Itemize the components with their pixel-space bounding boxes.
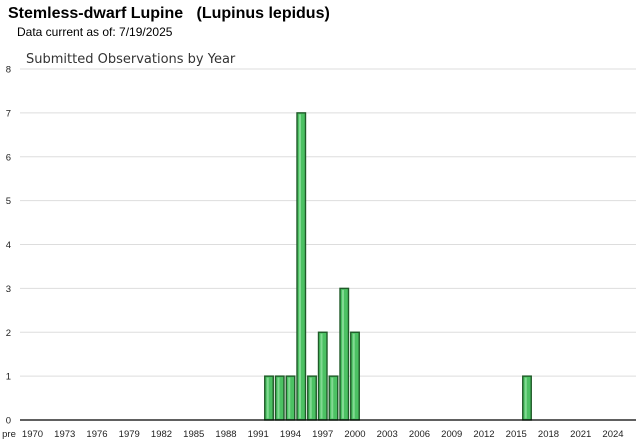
bar-body — [285, 375, 296, 421]
x-tick-label: 1988 — [215, 429, 236, 440]
bar-body — [317, 331, 328, 421]
bar-1995 — [296, 112, 307, 421]
bar-body — [274, 375, 285, 421]
y-tick-label: 7 — [6, 108, 11, 119]
x-tick-label: 1979 — [119, 429, 140, 440]
x-tick-label: 2006 — [409, 429, 430, 440]
bar-body — [264, 375, 274, 421]
bar-highlight — [352, 333, 355, 419]
bar-2000 — [350, 331, 360, 421]
bar-1999 — [339, 287, 350, 421]
bar-highlight — [320, 333, 323, 419]
x-tick-label: 2015 — [506, 429, 527, 440]
bar-highlight — [288, 377, 291, 419]
bar-highlight — [299, 114, 301, 419]
x-tick-label: 1991 — [248, 429, 269, 440]
bar-1992 — [264, 375, 274, 421]
bar-1993 — [274, 375, 285, 421]
bar-highlight — [309, 377, 312, 419]
bar-2016 — [522, 375, 532, 421]
x-tick-label: 1994 — [280, 429, 301, 440]
gridlines — [20, 68, 636, 377]
bar-body — [328, 375, 339, 421]
x-tick-label: pre — [2, 429, 16, 440]
bars — [264, 112, 532, 421]
bar-1998 — [328, 375, 339, 421]
x-tick-label: 2003 — [377, 429, 398, 440]
bar-body — [307, 375, 317, 421]
bar-highlight — [342, 289, 344, 419]
y-tick-label: 1 — [6, 372, 11, 383]
y-tick-label: 6 — [6, 152, 11, 163]
bar-body — [350, 331, 360, 421]
y-tick-label: 3 — [6, 284, 11, 295]
x-tick-label: 1982 — [151, 429, 172, 440]
bar-highlight — [266, 377, 269, 419]
x-tick-label: 1973 — [54, 429, 75, 440]
bar-highlight — [524, 377, 527, 419]
y-tick-label: 4 — [6, 240, 11, 251]
data-current-label: Data current as of: 7/19/2025 — [17, 25, 173, 39]
y-tick-label: 8 — [6, 65, 11, 76]
x-tick-label: 2009 — [441, 429, 462, 440]
bar-body — [339, 287, 350, 421]
bar-body — [522, 375, 532, 421]
x-tick-label: 2012 — [473, 429, 494, 440]
x-tick-label: 1970 — [22, 429, 43, 440]
y-tick-label: 2 — [6, 328, 11, 339]
y-axis-ticks: 0 1 2 3 4 5 6 7 8 — [6, 65, 11, 427]
bar-1997 — [317, 331, 328, 421]
bar-1996 — [307, 375, 317, 421]
x-tick-label: 2021 — [570, 429, 591, 440]
y-tick-label: 0 — [6, 416, 11, 427]
x-tick-label: 2000 — [344, 429, 365, 440]
x-tick-label: 1985 — [183, 429, 204, 440]
bar-highlight — [331, 377, 334, 419]
y-tick-label: 5 — [6, 196, 11, 207]
chart-title: Submitted Observations by Year — [26, 52, 236, 67]
bar-body — [296, 112, 307, 421]
bar-highlight — [277, 377, 280, 419]
x-tick-label: 2018 — [538, 429, 559, 440]
x-axis-ticks: pre 1970 1973 1976 1979 1982 1985 1988 1991 1994 1… — [2, 429, 623, 440]
x-tick-label: 1997 — [312, 429, 333, 440]
page-title: Stemless-dwarf Lupine (Lupinus lepidus) — [8, 5, 330, 22]
x-tick-label: 1976 — [86, 429, 107, 440]
bar-1994 — [285, 375, 296, 421]
x-tick-label: 2024 — [602, 429, 623, 440]
